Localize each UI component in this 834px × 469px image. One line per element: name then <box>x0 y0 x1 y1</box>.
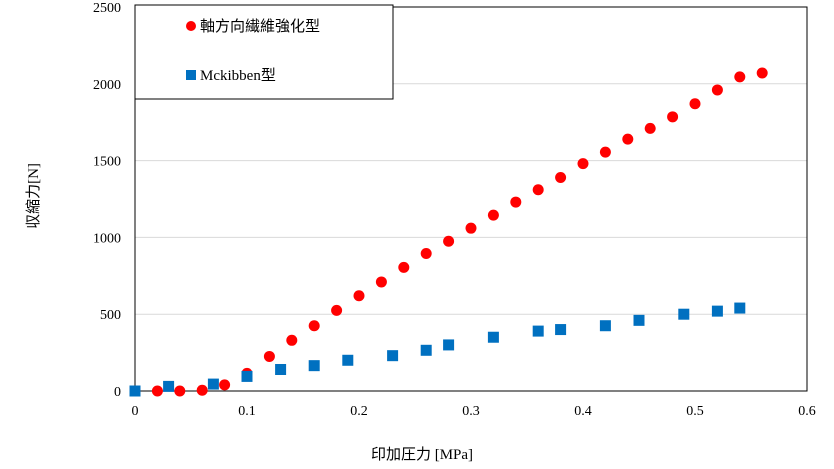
data-point <box>286 334 298 346</box>
y-tick-label: 2500 <box>93 1 121 16</box>
data-point <box>308 360 320 372</box>
data-point <box>375 276 387 288</box>
x-tick-label: 0.3 <box>462 404 480 419</box>
y-tick-label: 1000 <box>93 231 121 246</box>
data-point <box>644 122 656 134</box>
data-point <box>599 320 611 332</box>
data-point <box>331 304 343 316</box>
legend-box <box>134 4 394 100</box>
x-tick-label: 0 <box>132 404 139 419</box>
data-point <box>555 171 567 183</box>
y-tick-label: 500 <box>100 308 121 323</box>
data-point <box>577 158 589 170</box>
y-axis-title: 収縮力[N] <box>25 163 42 229</box>
legend-marker-series-1 <box>186 21 196 31</box>
x-tick-label: 0.4 <box>574 404 592 419</box>
data-point <box>689 98 701 110</box>
plot-area-frame <box>134 6 808 392</box>
x-axis-tick-labels: 0 0.1 0.2 0.3 0.4 0.5 0.6 <box>132 404 816 419</box>
data-point <box>443 235 455 247</box>
data-point <box>151 385 163 397</box>
data-point <box>633 314 645 326</box>
data-point <box>622 133 634 145</box>
data-point <box>711 305 723 317</box>
data-point <box>207 378 219 390</box>
data-point <box>163 380 175 392</box>
data-point <box>275 363 287 375</box>
y-tick-label: 1500 <box>93 155 121 170</box>
legend: 軸方向繊維強化型 Mckibben型 <box>134 4 394 100</box>
data-point <box>219 379 231 391</box>
data-point <box>756 67 768 79</box>
x-tick-label: 0.1 <box>238 404 256 419</box>
data-point <box>398 261 410 273</box>
data-point <box>734 302 746 314</box>
x-axis-title: 印加圧力 [MPa] <box>371 446 473 463</box>
data-point <box>420 344 432 356</box>
data-point <box>555 324 567 336</box>
y-axis-tick-labels: 0 500 1000 1500 2000 2500 <box>93 1 121 400</box>
data-point <box>734 71 746 83</box>
x-tick-label: 0.6 <box>798 404 816 419</box>
data-point <box>487 331 499 343</box>
data-point <box>532 325 544 337</box>
data-point <box>263 350 275 362</box>
legend-label-series-1: 軸方向繊維強化型 <box>200 18 320 35</box>
series-2 <box>129 302 746 397</box>
data-point <box>420 248 432 260</box>
data-point <box>465 222 477 234</box>
data-point <box>487 209 499 221</box>
data-point <box>599 146 611 158</box>
y-tick-label: 0 <box>114 385 121 400</box>
y-tick-label: 2000 <box>93 78 121 93</box>
data-point <box>342 354 354 366</box>
data-point <box>387 350 399 362</box>
data-point <box>443 339 455 351</box>
x-tick-label: 0.5 <box>686 404 704 419</box>
data-point <box>196 384 208 396</box>
grid-lines <box>135 83 807 315</box>
legend-label-series-2: Mckibben型 <box>200 67 276 84</box>
series-layer <box>129 67 768 397</box>
legend-marker-series-2 <box>186 70 196 80</box>
data-point <box>711 84 723 96</box>
x-tick-label: 0.2 <box>350 404 368 419</box>
data-point <box>353 290 365 302</box>
data-point <box>129 385 141 397</box>
data-point <box>174 385 186 397</box>
data-point <box>241 370 253 382</box>
data-point <box>532 184 544 196</box>
data-point <box>667 111 679 123</box>
data-point <box>308 320 320 332</box>
data-point <box>678 308 690 320</box>
data-point <box>510 196 522 208</box>
